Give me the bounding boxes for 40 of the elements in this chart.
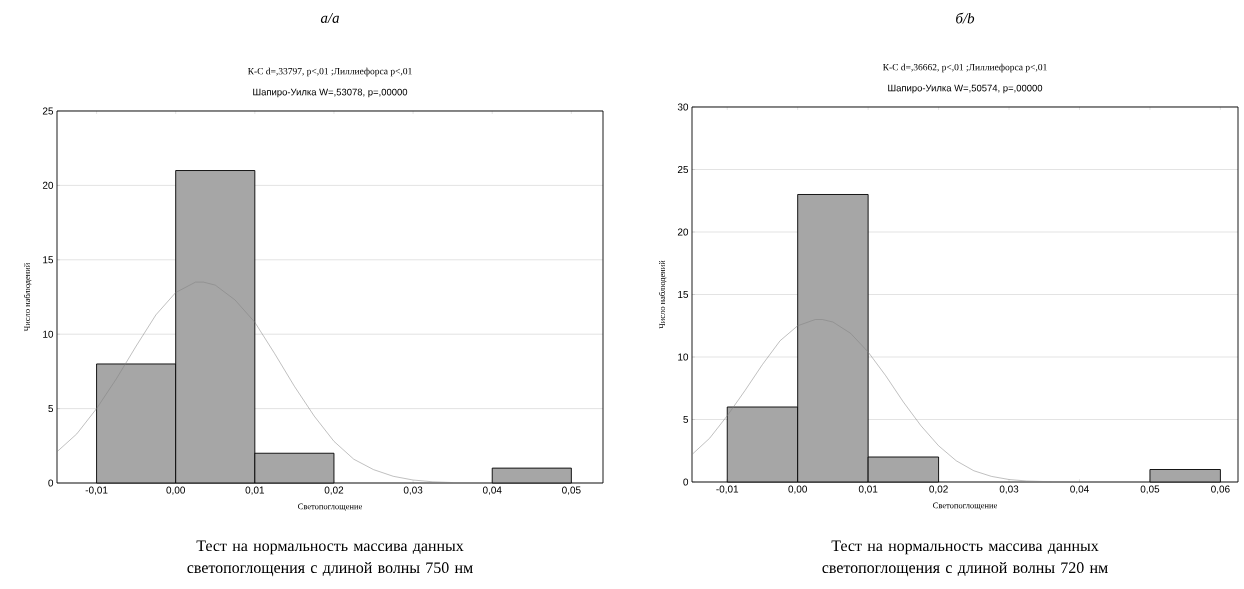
x-tick-label: -0,01 bbox=[85, 486, 108, 495]
y-tick-label: 15 bbox=[43, 256, 54, 264]
y-tick-label: 25 bbox=[42, 107, 54, 115]
chart-subtitle: К-С d=,33797, p<,01 ;Лиллиефорса p<,01 bbox=[247, 67, 412, 77]
chart-subtitle: К-С d=,36662, p<,01 ;Лиллиефорса p<,01 bbox=[882, 63, 1047, 73]
x-axis-title: Светопоглощение bbox=[933, 502, 997, 510]
x-tick-label: 0,01 bbox=[858, 485, 878, 494]
x-tick-label: 0,05 bbox=[562, 486, 581, 495]
text: Шапиро-Уилка W=,53078, p=,00000 bbox=[253, 88, 408, 98]
x-tick-label: 0,03 bbox=[403, 486, 423, 495]
x-tick-label: 0,05 bbox=[1140, 485, 1160, 494]
y-tick-label: 15 bbox=[678, 291, 689, 298]
y-tick-label: 20 bbox=[677, 228, 689, 236]
x-tick-label: 0,01 bbox=[245, 486, 265, 495]
x-tick-label: 0,02 bbox=[929, 485, 948, 494]
y-tick-label: 10 bbox=[678, 353, 689, 361]
text: Тест на нормальность массива данных светопоглощения с длиной волны 720 нм bbox=[822, 540, 1108, 577]
x-tick-label: 0,00 bbox=[166, 486, 186, 495]
x-tick-label: -0,01 bbox=[716, 485, 739, 494]
x-tick-label: 0,02 bbox=[324, 486, 344, 495]
x-tick-label: 0,04 bbox=[482, 486, 502, 495]
y-tick-label: 20 bbox=[42, 181, 54, 189]
text: Тест на нормальность массива данных светопоглощения с длиной волны 750 нм bbox=[187, 540, 473, 577]
y-tick-label: 10 bbox=[43, 330, 54, 338]
chart-title: a/a bbox=[320, 13, 339, 23]
y-tick-label: 5 bbox=[683, 416, 689, 423]
y-tick-label: 5 bbox=[48, 405, 54, 413]
y-tick-label: 30 bbox=[677, 103, 689, 111]
y-axis-title: Число наблюдений bbox=[23, 262, 32, 332]
y-axis-title: Число наблюдений bbox=[658, 260, 667, 329]
text: Шапиро-Уилка W=,50574, p=,00000 bbox=[888, 84, 1043, 94]
x-tick-label: 0,00 bbox=[788, 485, 807, 494]
x-tick-label: 0,03 bbox=[999, 485, 1019, 494]
x-tick-label: 0,04 bbox=[1070, 485, 1089, 494]
chart-title: б/b bbox=[956, 12, 975, 24]
y-tick-label: 0 bbox=[683, 478, 689, 486]
y-tick-label: 25 bbox=[677, 165, 689, 174]
x-tick-label: 0,06 bbox=[1211, 485, 1230, 494]
x-axis-title: Светопоглощение bbox=[298, 503, 362, 511]
y-tick-label: 0 bbox=[48, 479, 54, 487]
